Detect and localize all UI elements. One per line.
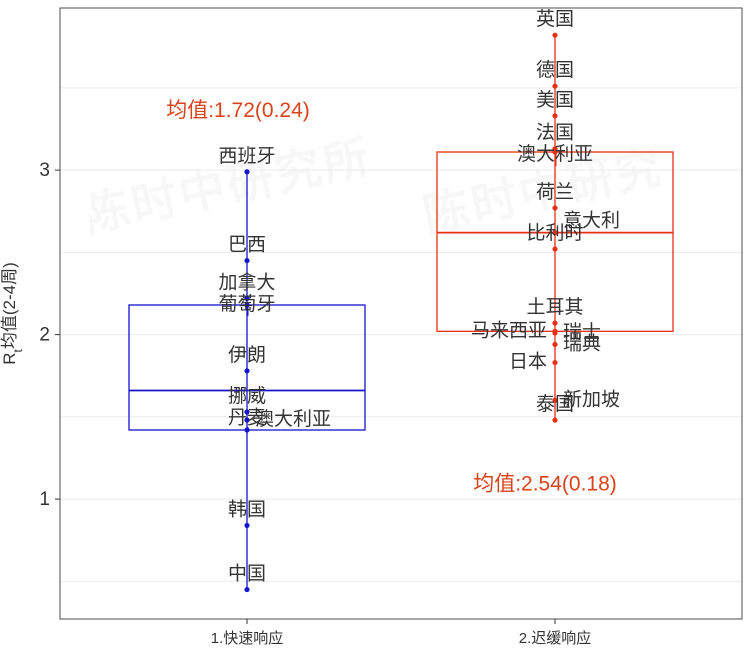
svg-text:伊朗: 伊朗 — [228, 344, 266, 366]
svg-text:泰国: 泰国 — [536, 393, 574, 415]
svg-text:韩国: 韩国 — [228, 498, 266, 520]
svg-text:瑞典: 瑞典 — [563, 332, 601, 354]
svg-text:2.迟缓响应: 2.迟缓响应 — [519, 629, 592, 647]
svg-text:1: 1 — [39, 489, 50, 510]
svg-text:加拿大: 加拿大 — [218, 270, 275, 293]
svg-text:均值:1.72(0.24): 均值:1.72(0.24) — [166, 99, 310, 122]
svg-text:法国: 法国 — [536, 122, 574, 144]
svg-text:德国: 德国 — [536, 59, 574, 81]
svg-text:中国: 中国 — [228, 563, 266, 585]
svg-text:美国: 美国 — [536, 89, 574, 111]
svg-text:澳大利亚: 澳大利亚 — [517, 143, 593, 165]
svg-text:日本: 日本 — [509, 351, 547, 373]
svg-text:1.快速响应: 1.快速响应 — [211, 629, 284, 647]
svg-text:挪威: 挪威 — [228, 385, 266, 407]
svg-text:葡萄牙: 葡萄牙 — [218, 293, 275, 315]
svg-text:均值:2.54(0.18): 均值:2.54(0.18) — [473, 473, 617, 496]
svg-text:Rt均值(2-4周): Rt均值(2-4周) — [0, 262, 25, 365]
svg-text:澳大利亚: 澳大利亚 — [255, 408, 331, 430]
svg-text:英国: 英国 — [536, 8, 574, 30]
svg-text:3: 3 — [39, 160, 50, 181]
svg-text:荷兰: 荷兰 — [536, 181, 574, 203]
svg-text:丹麦: 丹麦 — [228, 406, 266, 428]
svg-text:2: 2 — [39, 325, 50, 346]
svg-text:土耳其: 土耳其 — [526, 296, 583, 318]
svg-text:巴西: 巴西 — [228, 235, 266, 256]
svg-text:比利时: 比利时 — [526, 222, 583, 244]
svg-text:西班牙: 西班牙 — [218, 145, 275, 167]
svg-text:马来西亚: 马来西亚 — [471, 319, 547, 341]
